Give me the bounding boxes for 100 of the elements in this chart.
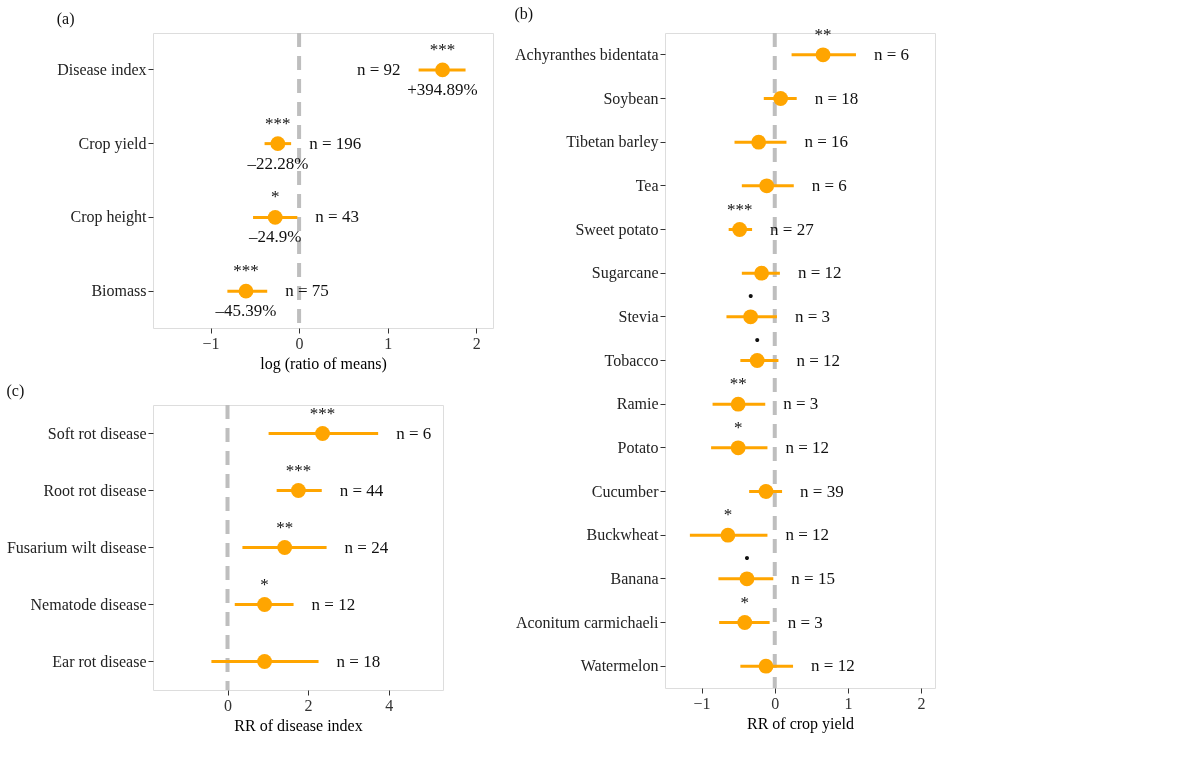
annotation: n = 12 bbox=[796, 350, 841, 370]
x-tick-label: 0 bbox=[224, 696, 233, 714]
annotation: * bbox=[740, 592, 750, 612]
annotation: n = 39 bbox=[800, 481, 844, 501]
point bbox=[743, 309, 759, 325]
y-tick-label: Root rot disease bbox=[43, 481, 147, 499]
y-tick-label: Tibetan barley bbox=[566, 133, 659, 152]
x-axis-title: RR of crop yield bbox=[746, 714, 855, 733]
annotation: n = 16 bbox=[804, 132, 849, 152]
y-tick-label: Crop height bbox=[70, 208, 148, 227]
y-tick-label: Fusarium wilt disease bbox=[6, 538, 147, 556]
annotation: n = 18 bbox=[336, 651, 381, 671]
y-tick-label: Aconitum carmichaeli bbox=[515, 613, 660, 631]
annotation: n = 6 bbox=[396, 423, 432, 443]
y-tick-label: Crop yield bbox=[78, 134, 147, 153]
annotation: n = 18 bbox=[814, 88, 859, 108]
x-tick-label: 2 bbox=[917, 694, 926, 712]
annotation: n = 12 bbox=[785, 525, 830, 545]
point bbox=[257, 597, 272, 612]
point bbox=[257, 654, 272, 669]
y-tick-label: Buckwheat bbox=[586, 526, 660, 544]
point bbox=[773, 91, 789, 106]
annotation: n = 3 bbox=[787, 612, 823, 632]
y-tick-label: Sugarcane bbox=[591, 264, 659, 283]
y-tick-label: Tobacco bbox=[604, 351, 659, 369]
point bbox=[749, 353, 765, 368]
y-tick-label: Banana bbox=[610, 569, 659, 587]
y-tick-label: Soft rot disease bbox=[47, 424, 147, 442]
x-tick-label: 0 bbox=[295, 334, 304, 352]
annotation: n = 43 bbox=[315, 207, 359, 227]
annotation: ** bbox=[729, 374, 747, 394]
annotation: n = 24 bbox=[344, 537, 389, 557]
point bbox=[720, 527, 736, 543]
point bbox=[737, 615, 753, 630]
annotation: n = 6 bbox=[811, 175, 847, 195]
annotation: n = 12 bbox=[797, 263, 842, 283]
annotation: n = 75 bbox=[285, 281, 329, 301]
y-tick-label: Tea bbox=[635, 176, 659, 194]
annotation: n = 15 bbox=[791, 568, 835, 588]
x-tick-label: 0 bbox=[771, 694, 780, 712]
y-tick-label: Ear rot disease bbox=[52, 652, 147, 670]
annotation: * bbox=[733, 417, 743, 437]
annotation: n = 92 bbox=[357, 59, 401, 79]
point bbox=[739, 571, 755, 587]
x-tick-label: 2 bbox=[472, 334, 481, 352]
annotation: * bbox=[270, 187, 280, 207]
point bbox=[270, 136, 286, 152]
point bbox=[754, 265, 769, 281]
annotation: –45.39% bbox=[214, 301, 277, 321]
annotation: n = 12 bbox=[785, 437, 830, 457]
point bbox=[758, 658, 774, 674]
annotation: –24.9% bbox=[247, 227, 302, 247]
point bbox=[290, 483, 306, 498]
y-tick-label: Disease index bbox=[57, 60, 147, 78]
x-axis-title: log (ratio of means) bbox=[260, 354, 387, 373]
annotation: *** bbox=[309, 403, 336, 423]
annotation: n = 3 bbox=[794, 306, 831, 326]
point bbox=[759, 178, 775, 194]
point bbox=[815, 47, 831, 63]
y-tick-label: Sweet potato bbox=[575, 220, 659, 239]
y-tick-label: Potato bbox=[617, 438, 659, 456]
x-axis-title: RR of disease index bbox=[234, 716, 363, 734]
annotation: n = 44 bbox=[339, 480, 384, 500]
annotation: • bbox=[754, 330, 761, 350]
annotation: n = 12 bbox=[811, 656, 855, 676]
annotation: ** bbox=[814, 24, 832, 44]
annotation: *** bbox=[285, 460, 312, 480]
point bbox=[751, 134, 767, 150]
annotation: • bbox=[747, 286, 754, 306]
annotation: ** bbox=[276, 517, 294, 537]
y-tick-label: Nematode disease bbox=[30, 595, 147, 613]
annotation: +394.89% bbox=[407, 79, 478, 99]
annotation: n = 3 bbox=[783, 394, 819, 414]
chart-title: (a) bbox=[56, 10, 75, 28]
y-tick-label: Biomass bbox=[91, 282, 147, 300]
text: (b) bbox=[514, 4, 534, 23]
point bbox=[730, 440, 746, 456]
annotation: n = 12 bbox=[311, 594, 356, 614]
x-tick-label: 2 bbox=[304, 696, 313, 714]
text: (c) bbox=[6, 382, 25, 400]
point bbox=[277, 540, 293, 555]
point bbox=[730, 396, 746, 412]
annotation: *** bbox=[233, 261, 259, 281]
y-tick-label: Soybean bbox=[603, 89, 659, 108]
point bbox=[732, 222, 748, 237]
y-tick-label: Watermelon bbox=[580, 657, 659, 675]
annotation: *** bbox=[726, 199, 753, 219]
x-tick-label: −1 bbox=[693, 694, 711, 712]
annotation: n = 27 bbox=[770, 219, 815, 239]
annotation: n = 196 bbox=[309, 133, 362, 153]
annotation: • bbox=[743, 548, 750, 568]
point bbox=[435, 62, 450, 78]
annotation: * bbox=[260, 574, 269, 594]
x-tick-label: 1 bbox=[844, 694, 853, 712]
y-tick-label: Ramie bbox=[616, 395, 659, 413]
x-tick-label: 1 bbox=[384, 334, 393, 352]
annotation: –22.28% bbox=[246, 153, 309, 173]
point bbox=[758, 484, 774, 499]
y-tick-label: Stevia bbox=[618, 307, 659, 325]
point bbox=[267, 209, 283, 225]
